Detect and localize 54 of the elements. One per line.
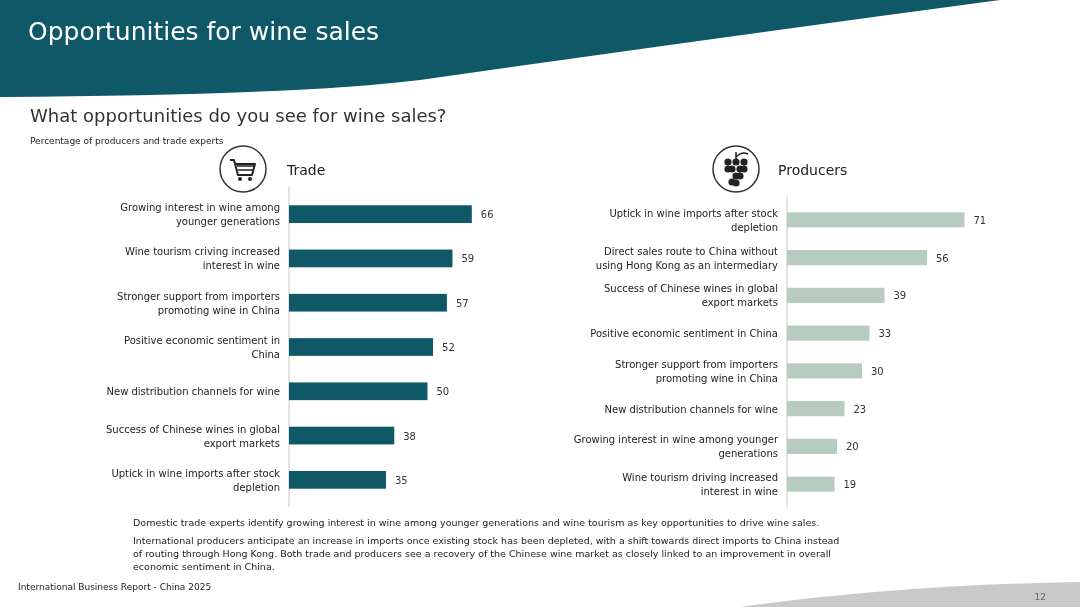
data-label: 59 [461, 253, 475, 265]
bar [787, 325, 870, 341]
data-label: 66 [480, 209, 494, 221]
data-label: 56 [936, 252, 949, 264]
y-tick-label: Positive economic sentiment in China [590, 328, 778, 340]
bar [289, 338, 434, 356]
y-tick-label: New distribution channels for wine [106, 386, 280, 398]
text: International producers anticipate an increase in imports once existing stock has been depleted, with a shift towards direct imports to China instead of routing through Hong Kong. Both trade and producers see a recovery of the Chinese wine market as closely linked to an improvement in overall economic sentiment in China. [133, 535, 840, 572]
bar [787, 476, 835, 492]
y-tick-label: Stronger support from importers promoting wine in China [117, 290, 280, 316]
y-tick-label: Positive economic sentiment in China [124, 335, 280, 360]
bar [787, 363, 862, 379]
bar [289, 205, 472, 223]
bar [787, 438, 837, 454]
data-label: 35 [394, 474, 408, 486]
bar [289, 471, 386, 489]
data-label: 30 [871, 365, 884, 377]
chart-title: Producers [778, 162, 848, 178]
y-tick-label: Wine tourism driving increased interest in wine [622, 472, 778, 498]
data-label: 23 [853, 403, 867, 415]
data-label: 20 [846, 441, 859, 453]
y-tick-label: Growing interest in wine among younger generations [573, 434, 779, 460]
chart-title: Trade [286, 162, 326, 178]
bar [787, 212, 965, 228]
text: Opportunities for wine sales [28, 17, 380, 46]
text: 12 [1034, 592, 1046, 602]
bar [787, 287, 885, 303]
data-label: 33 [878, 328, 892, 340]
y-tick-label: Uptick in wine imports after stock depletion [609, 207, 779, 233]
bar [787, 401, 845, 417]
text: Percentage of producers and trade experts [30, 136, 224, 146]
y-tick-label: Direct sales route to China without using Hong Kong as an intermediary [595, 245, 779, 271]
bar [289, 293, 447, 312]
y-tick-label: Wine tourism criving increased interest in wine [125, 246, 280, 272]
y-tick-label: New distribution channels for wine [604, 403, 778, 415]
bar [289, 249, 453, 268]
y-tick-label: Stronger support from importers promoting wine in China [615, 358, 778, 384]
data-label: 52 [442, 342, 455, 353]
data-label: 50 [436, 386, 450, 398]
data-label: 38 [403, 430, 416, 442]
y-tick-label: Success of Chinese wines in global export markets [105, 423, 280, 449]
data-label: 39 [893, 290, 907, 302]
data-label: 57 [455, 297, 469, 309]
y-tick-label: Success of Chinese wines in global export markets [603, 283, 778, 309]
bar [289, 382, 428, 401]
text: What opportunities do you see for wine sales? [30, 105, 447, 126]
data-label: 19 [843, 479, 857, 491]
data-label: 71 [973, 214, 987, 226]
bar [289, 426, 395, 445]
text: International Business Report - China 2025 [18, 582, 212, 592]
y-tick-label: Growing interest in wine among younger generations [120, 202, 280, 228]
bar [787, 250, 927, 266]
text: Domestic trade experts identify growing interest in wine among younger generations and wine tourism as key opportunities to drive wine sales. [133, 517, 820, 528]
y-tick-label: Uptick in wine imports after stock depletion [111, 467, 281, 493]
